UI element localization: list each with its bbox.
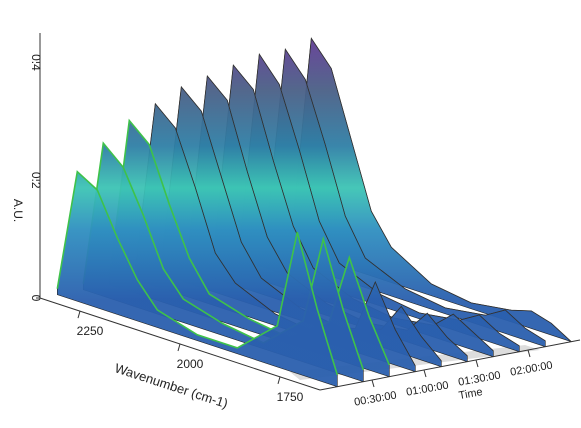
z-axis-label: Time: [458, 386, 484, 402]
x-tick-label: 1750: [277, 390, 304, 404]
z-tick: [475, 359, 479, 368]
spectrum-line: [108, 118, 391, 366]
spectrum-line: [160, 85, 442, 362]
z-tick: [423, 369, 427, 378]
y-tick-label: 0: [29, 295, 43, 302]
x-tick: [77, 311, 81, 319]
spectrum-line: [238, 53, 520, 347]
spectrum-line: [82, 141, 365, 371]
x-tick: [177, 343, 181, 352]
z-tick-label: 02:00:00: [509, 359, 553, 378]
y-tick-label: 0.4: [29, 54, 43, 71]
x-tick-label: 2000: [177, 357, 204, 371]
spectrum-line: [134, 102, 416, 366]
y-tick-label: 0.2: [29, 172, 43, 189]
x-tick: [277, 376, 281, 384]
x-tick-label: 2250: [77, 324, 104, 338]
z-tick: [371, 379, 375, 388]
y-axis-label: A.U.: [11, 199, 25, 222]
spectrum-line: [290, 37, 572, 342]
z-tick-label: 00:30:00: [353, 389, 397, 408]
spectrum-line: [264, 48, 546, 342]
spectrum-line: [56, 170, 339, 376]
x-axis-label: Wavenumber (cm-1): [113, 360, 230, 411]
z-tick: [527, 349, 531, 358]
z-axis: [319, 339, 581, 391]
z-tick-label: 01:00:00: [405, 379, 449, 398]
